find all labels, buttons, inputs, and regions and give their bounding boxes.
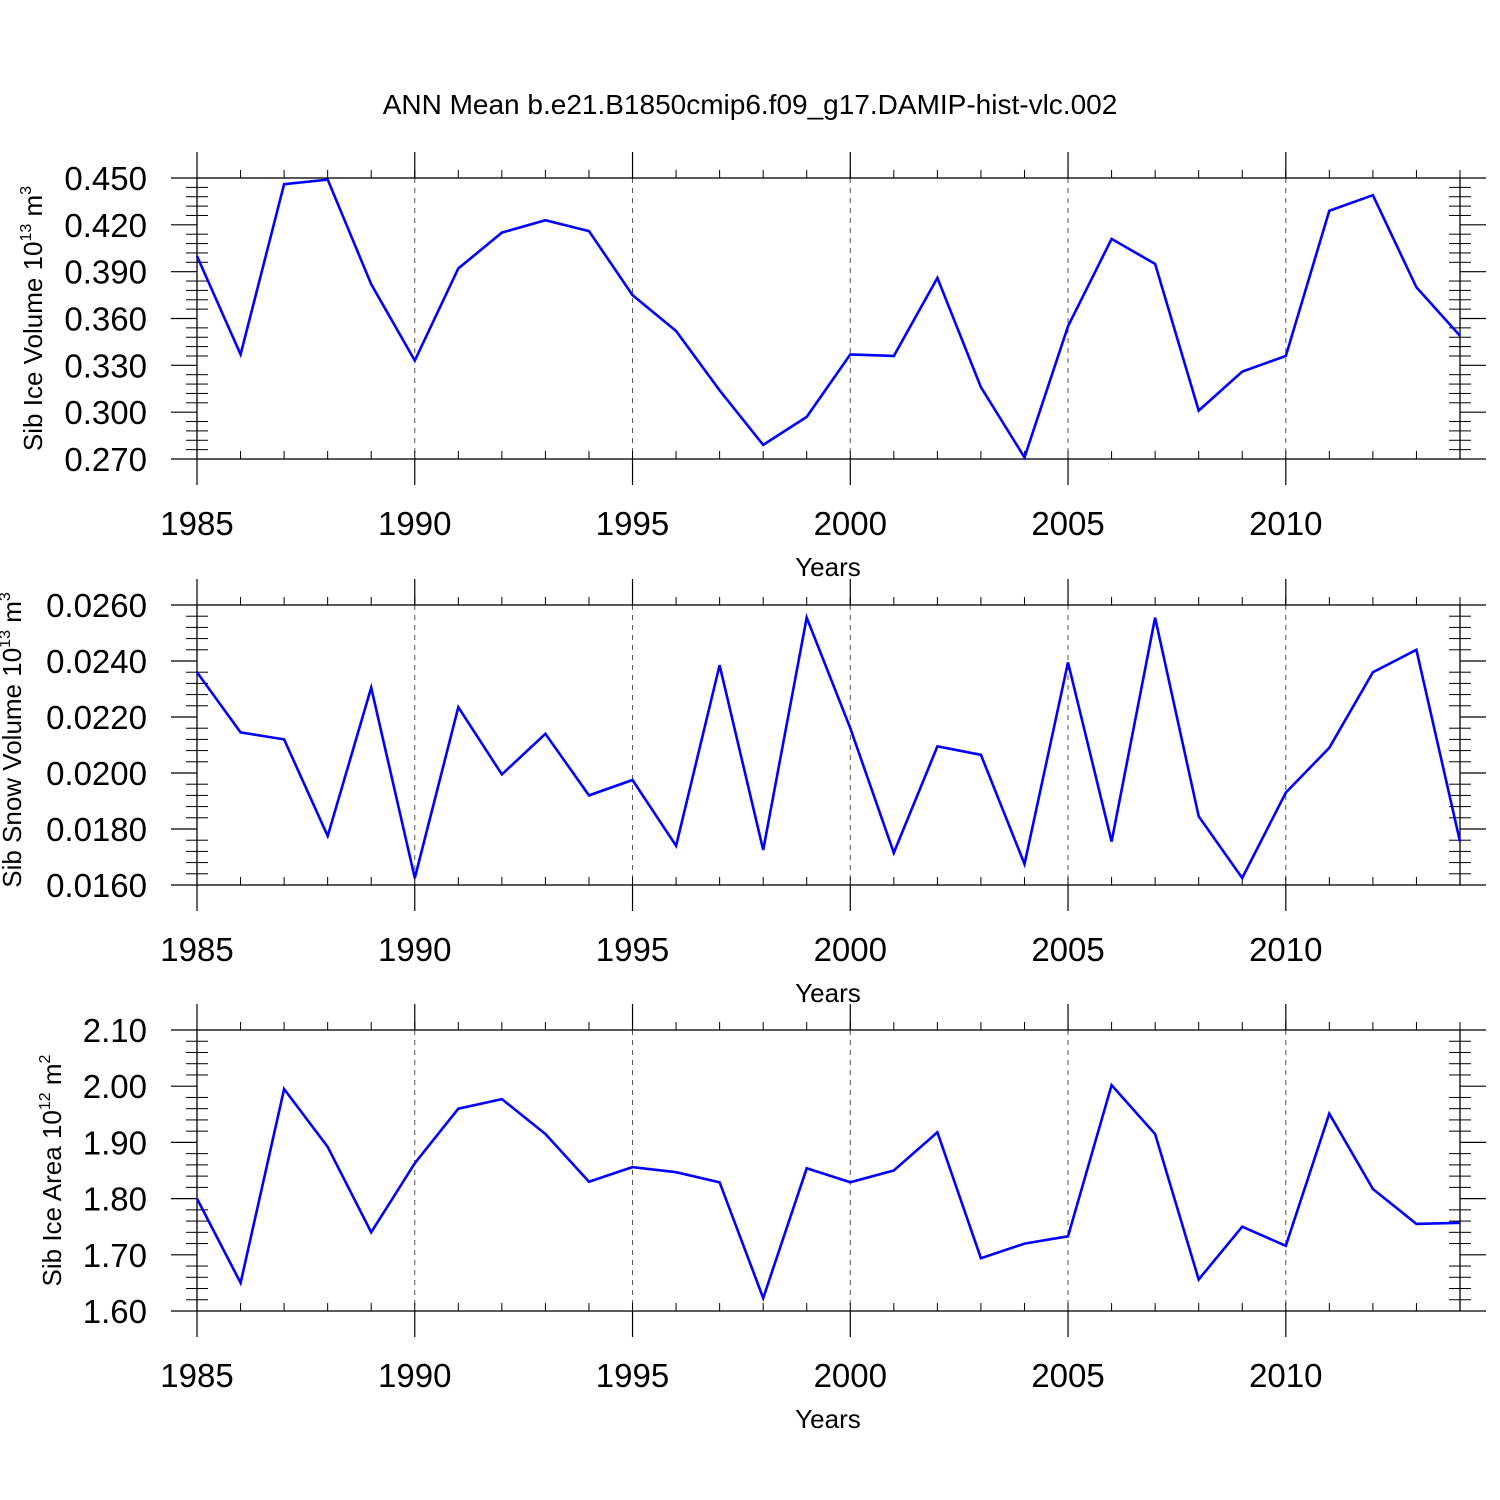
y-tick-label: 0.0160 [46, 867, 147, 904]
y-tick-label: 1.70 [83, 1237, 147, 1274]
series-line [195, 612, 1462, 881]
y-tick-label: 2.00 [83, 1068, 147, 1105]
chart-panel-2: 1985 1990 1995 2000 2005 2010 0.0160 0.0180 0.02… [0, 579, 1486, 1008]
x-tick-label: 1985 [160, 505, 233, 542]
figure-title: ANN Mean b.e21.B1850cmip6.f09_g17.DAMIP-… [383, 89, 1118, 120]
x-axis-label: Years [795, 1404, 861, 1434]
chart-panel-3: 1985 1990 1995 2000 2005 2010 1.60 1.70 1.80 1.90… [37, 1004, 1486, 1434]
x-axis-label: Years [795, 978, 861, 1008]
x-tick-label: 1990 [378, 1357, 451, 1394]
x-tick-label: 2000 [814, 931, 887, 968]
x-tick-label: 1995 [596, 1357, 669, 1394]
y-tick-label: 0.330 [64, 347, 147, 384]
series-line [195, 178, 1461, 461]
y-tick-label: 0.420 [64, 207, 147, 244]
y-tick-label: 1.90 [83, 1124, 147, 1161]
x-tick-label: 2010 [1249, 505, 1322, 542]
y-tick-label: 0.300 [64, 394, 147, 431]
y-axis-label: Sib Ice Area 1012 m2 [37, 1054, 67, 1286]
series-line [195, 1082, 1461, 1302]
plot-frame [196, 1029, 1461, 1312]
y-tick-label: 0.390 [64, 254, 147, 291]
x-tick-label: 1990 [378, 931, 451, 968]
y-tick-label: 1.60 [83, 1293, 147, 1330]
plot-frame [196, 177, 1461, 460]
y-axis-label: Sib Snow Volume 1013 m3 [0, 592, 27, 888]
y-tick-label: 0.450 [64, 160, 147, 197]
y-tick-label: 0.0180 [46, 811, 147, 848]
y-tick-label: 0.0220 [46, 699, 147, 736]
x-tick-label: 1985 [160, 1357, 233, 1394]
y-tick-label: 0.360 [64, 301, 147, 338]
y-tick-label: 0.0240 [46, 643, 147, 680]
panels: 1985 1990 1995 2000 2005 2010 0.270 0.300 0.330 0… [0, 152, 1486, 1434]
y-tick-label: 0.0260 [46, 587, 147, 624]
x-tick-label: 1990 [378, 505, 451, 542]
x-tick-label: 1995 [596, 505, 669, 542]
x-axis-label: Years [795, 552, 861, 582]
x-tick-label: 2005 [1031, 505, 1104, 542]
x-tick-label: 2000 [814, 505, 887, 542]
x-tick-label: 2010 [1249, 1357, 1322, 1394]
chart-panel-1: 1985 1990 1995 2000 2005 2010 0.270 0.300 0.330 0… [18, 152, 1486, 582]
y-axis-label: Sib Ice Volume 1013 m3 [18, 186, 48, 451]
x-tick-label: 2005 [1031, 1357, 1104, 1394]
x-tick-label: 2000 [814, 1357, 887, 1394]
x-tick-label: 1995 [596, 931, 669, 968]
y-tick-label: 0.0200 [46, 755, 147, 792]
plot-frame [196, 604, 1461, 886]
x-tick-label: 1985 [160, 931, 233, 968]
y-tick-label: 1.80 [83, 1181, 147, 1218]
y-tick-label: 2.10 [83, 1012, 147, 1049]
y-tick-label: 0.270 [64, 441, 147, 478]
x-tick-label: 2005 [1031, 931, 1104, 968]
x-tick-label: 2010 [1249, 931, 1322, 968]
